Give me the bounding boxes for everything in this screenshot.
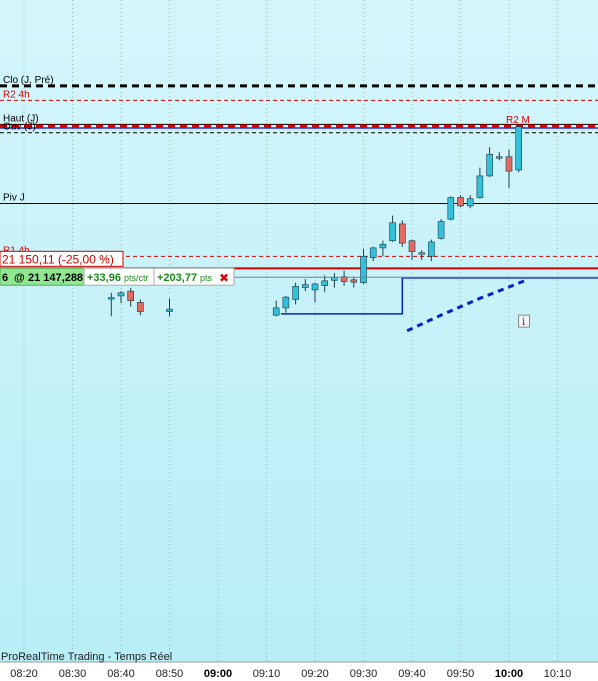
level-label: Piv J [3,193,25,204]
candle [515,125,523,173]
candle-body-down [408,240,416,252]
candle [282,295,290,313]
candle-body-down [398,223,406,244]
candle [418,250,426,260]
candle-body-up [428,241,435,257]
x-tick-label: 08:40 [107,668,135,680]
candle [127,288,134,307]
plot-background [0,0,598,662]
position-qty: 6 [2,272,8,284]
candle-body-up [292,286,299,300]
pnl-per-contract: +33,96 [87,272,121,284]
candle-body-up [389,222,396,242]
candle [466,195,474,209]
level-label: Haut (J) [3,113,39,124]
platform-watermark: ProRealTime Trading - Temps Réel [1,651,172,663]
candle-body-up [108,297,115,300]
x-tick-label: 09:10 [253,668,281,680]
candle-body-up [486,154,493,177]
candle-body-up [117,292,125,297]
price-tag-label: 21 150,11 (-25,00 %) [2,252,114,266]
blue-step-line [281,277,598,315]
x-tick-label: 10:00 [495,668,523,680]
candle [108,292,115,317]
pnl-total: +203,77 [157,272,197,284]
info-icon[interactable]: i [518,314,531,328]
candle-body-up [369,247,377,258]
candle [166,298,173,317]
candle-body-up [418,252,426,255]
candle-body-up [515,126,523,171]
pnl-total-unit: pts [200,273,213,283]
pnl-per-contract-unit: pts/ctr [124,273,149,283]
info-icon-glyph: i [522,317,525,328]
position-at: @ [14,272,25,284]
candle-body-up [321,280,329,286]
candle [137,299,144,316]
candle-body-up [272,307,280,316]
candle-body-up [379,244,387,249]
candle-body-down [495,156,503,159]
candle-body-up [437,221,445,239]
candle [389,215,396,242]
level-label: R2 M [506,115,530,126]
candle [292,282,299,305]
candle [495,151,503,161]
level-label: R2 4h [3,89,30,100]
level-label: Clo (J, Pré) [3,75,54,86]
candle-body-up [331,277,338,281]
axis-strip [0,662,598,681]
x-tick-label: 09:20 [301,668,329,680]
x-tick-label: 08:50 [156,668,184,680]
x-tick-label: 08:30 [59,668,87,680]
close-position-icon[interactable]: ✖ [219,271,229,285]
level-label: Ouv (J) [3,122,36,133]
candle-body-up [476,175,484,198]
candle [311,282,319,303]
candle-body-up [447,197,455,220]
level-price-tag: 21 150,11 (-25,00 %) [0,250,124,267]
x-tick-label: 10:10 [544,668,572,680]
candle-body-down [350,279,358,283]
candle-body-up [282,296,290,309]
blue-dotted-curve [406,277,529,333]
candle-body-down [505,156,513,172]
candle-body-down [137,302,144,312]
candle [457,195,464,208]
x-tick-label: 08:20 [10,668,38,680]
x-tick-label: 09:50 [447,668,475,680]
candle [486,147,493,178]
candle [301,279,309,292]
candle [369,246,377,262]
candle [505,149,513,188]
candle-body-up [166,308,173,312]
candle [447,196,455,221]
candle-body-up [360,256,367,284]
candle [408,239,416,260]
candle [428,239,435,262]
position-badge: 6 @21 147,288 +33,96 pts/ctr +203,77 pts ✖ [0,267,235,286]
x-tick-label: 09:40 [398,668,426,680]
info-icon-box [518,314,531,328]
position-price: 21 147,288 [28,272,83,284]
candle [360,249,367,284]
candle-body-down [457,197,464,207]
candle [398,220,406,247]
candle [321,275,329,293]
candle-body-up [301,284,309,288]
candle-body-up [311,283,319,291]
x-tick-label: 09:30 [350,668,378,680]
position-pnl-box [83,267,235,286]
candle-body-up [466,198,474,207]
x-tick-label: 09:00 [204,668,232,680]
candle [350,276,358,288]
candle [476,167,484,199]
candle [379,240,387,257]
candle-body-down [127,290,134,302]
candle [437,219,445,240]
candle [272,300,280,317]
price-tag-box [0,250,124,267]
candle [117,291,125,304]
